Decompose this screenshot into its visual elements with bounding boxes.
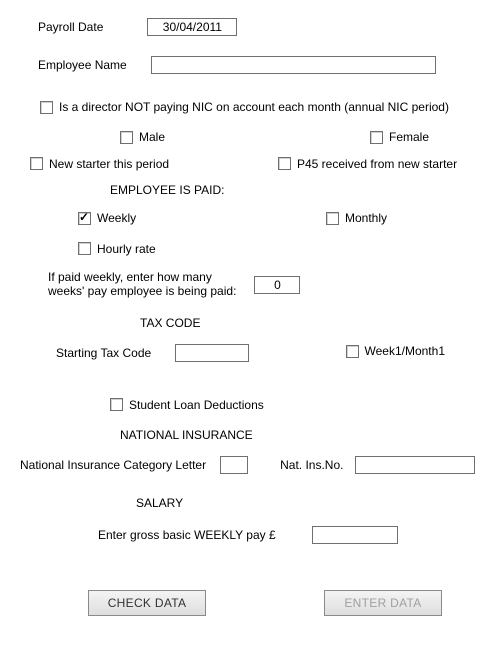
ni-number-input[interactable]: [355, 456, 475, 474]
starting-tax-code-input[interactable]: [175, 344, 249, 362]
payroll-date-input[interactable]: [147, 18, 237, 36]
ni-category-input[interactable]: [220, 456, 248, 474]
ni-category-label: National Insurance Category Letter: [20, 458, 206, 472]
weeks-prompt-line1: If paid weekly, enter how many: [48, 270, 236, 284]
weekly-checkbox[interactable]: [78, 212, 91, 225]
female-checkbox[interactable]: [370, 131, 383, 144]
weekly-label: Weekly: [97, 211, 136, 225]
student-loan-label: Student Loan Deductions: [129, 398, 264, 412]
week1-month1-checkbox[interactable]: [346, 345, 359, 358]
starting-tax-code-label: Starting Tax Code: [56, 346, 151, 360]
monthly-checkbox[interactable]: [326, 212, 339, 225]
enter-data-button[interactable]: ENTER DATA: [324, 590, 442, 616]
hourly-checkbox[interactable]: [78, 242, 91, 255]
tax-code-header: TAX CODE: [140, 316, 200, 330]
ni-header: NATIONAL INSURANCE: [120, 428, 253, 442]
new-starter-label: New starter this period: [49, 157, 169, 171]
employee-paid-header: EMPLOYEE IS PAID:: [110, 183, 224, 197]
director-nic-label: Is a director NOT paying NIC on account …: [59, 100, 449, 114]
gross-weekly-label: Enter gross basic WEEKLY pay £: [98, 528, 276, 542]
hourly-label: Hourly rate: [97, 242, 156, 256]
p45-received-checkbox[interactable]: [278, 157, 291, 170]
ni-number-label: Nat. Ins.No.: [280, 458, 343, 472]
gross-weekly-input[interactable]: [312, 526, 398, 544]
male-label: Male: [139, 130, 165, 144]
p45-received-label: P45 received from new starter: [297, 157, 457, 171]
payroll-date-label: Payroll Date: [38, 20, 103, 34]
male-checkbox[interactable]: [120, 131, 133, 144]
employee-name-label: Employee Name: [38, 58, 127, 72]
monthly-label: Monthly: [345, 211, 387, 225]
payroll-form: Payroll Date Employee Name Is a director…: [0, 0, 503, 665]
salary-header: SALARY: [136, 496, 183, 510]
new-starter-checkbox[interactable]: [30, 157, 43, 170]
check-data-button[interactable]: CHECK DATA: [88, 590, 206, 616]
student-loan-checkbox[interactable]: [110, 398, 123, 411]
female-label: Female: [389, 130, 429, 144]
employee-name-input[interactable]: [151, 56, 436, 74]
week1-month1-label: Week1/Month1: [365, 344, 446, 358]
weeks-input[interactable]: [254, 276, 300, 294]
weeks-prompt-line2: weeks' pay employee is being paid:: [48, 284, 236, 298]
director-nic-checkbox[interactable]: [40, 101, 53, 114]
